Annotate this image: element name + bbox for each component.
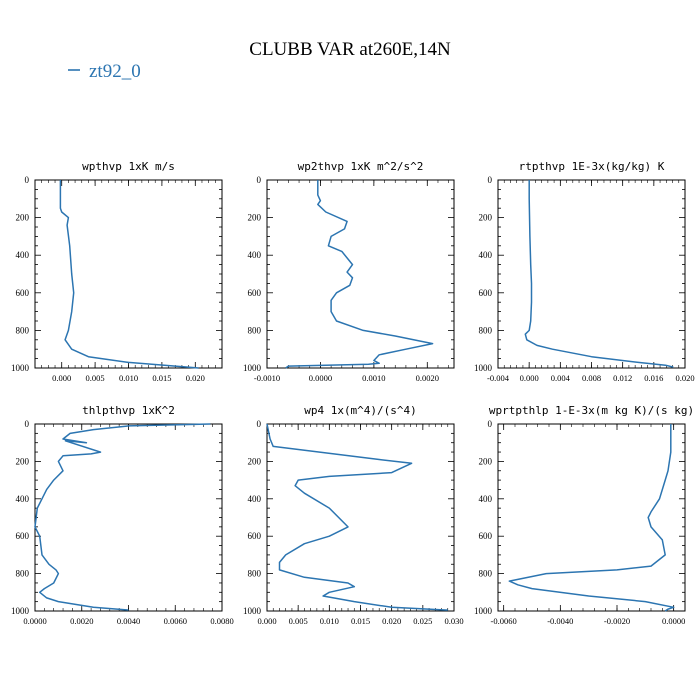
series-line <box>34 423 211 611</box>
y-tick-label: 1000 <box>474 363 493 373</box>
y-tick-label: 0 <box>488 419 493 429</box>
y-tick-label: 600 <box>16 531 30 541</box>
y-tick-label: 0 <box>25 419 30 429</box>
series-line <box>266 423 448 611</box>
figure-title: CLUBB VAR at260E,14N <box>249 39 451 60</box>
x-tick-label: 0.0020 <box>416 373 439 383</box>
x-tick-label: -0.004 <box>487 373 510 383</box>
y-tick-label: 600 <box>479 288 493 298</box>
legend-label: zt92_0 <box>89 61 141 82</box>
plot-frame <box>266 179 455 369</box>
x-tick-label: 0.012 <box>613 373 632 383</box>
x-tick-label: 0.025 <box>413 616 432 626</box>
panel-title: rtpthvp 1E-3x(kg/kg) K <box>519 160 665 173</box>
y-tick-label: 400 <box>16 494 30 504</box>
x-tick-label: 0.005 <box>289 616 308 626</box>
y-tick-label: 0 <box>488 175 493 185</box>
legend: zt92_0 <box>68 61 141 82</box>
x-tick-label: -0.0060 <box>491 616 517 626</box>
y-tick-label: 200 <box>16 456 30 466</box>
x-tick-label: 0.0060 <box>164 616 187 626</box>
plot-frame <box>266 423 455 612</box>
x-tick-label: 0.020 <box>675 373 694 383</box>
x-tick-label: 0.015 <box>152 373 171 383</box>
y-tick-label: 200 <box>479 213 493 223</box>
y-tick-label: 800 <box>479 569 493 579</box>
y-tick-label: 600 <box>248 288 262 298</box>
x-tick-label: 0.016 <box>644 373 663 383</box>
x-tick-label: 0.0000 <box>309 373 332 383</box>
y-tick-label: 600 <box>479 531 493 541</box>
chart-panel-1: wpthvp 1xK m/s 0 200 400 600 800 1000 0.000 0.00… <box>11 160 223 383</box>
x-tick-label: 0.020 <box>382 616 401 626</box>
series-line <box>508 424 675 612</box>
panel-title: wpthvp 1xK m/s <box>82 160 175 173</box>
y-tick-label: 800 <box>16 569 30 579</box>
y-tick-label: 800 <box>248 569 262 579</box>
panel-title: wprtpthlp 1-E-3x(m kg K)/(s kg) <box>489 404 694 417</box>
plot-frame <box>497 423 686 612</box>
plot-frame <box>34 423 223 612</box>
y-tick-label: 1000 <box>474 606 493 616</box>
x-tick-label: 0.0020 <box>70 616 93 626</box>
x-tick-label: 0.010 <box>320 616 339 626</box>
x-tick-label: -0.0020 <box>604 616 630 626</box>
y-tick-label: 1000 <box>243 363 262 373</box>
y-tick-label: 400 <box>248 494 262 504</box>
series-line <box>285 180 434 369</box>
chart-panel-6: wprtpthlp 1-E-3x(m kg K)/(s kg) 0 200 400 60… <box>474 404 694 626</box>
y-tick-label: 400 <box>248 250 262 260</box>
y-tick-label: 200 <box>248 456 262 466</box>
y-tick-label: 400 <box>479 494 493 504</box>
y-tick-label: 1000 <box>11 363 30 373</box>
x-tick-label: 0.015 <box>351 616 370 626</box>
y-tick-label: 800 <box>479 325 493 335</box>
y-tick-label: 1000 <box>243 606 262 616</box>
panel-title: wp2thvp 1xK m^2/s^2 <box>298 160 424 173</box>
x-tick-label: 0.0040 <box>117 616 140 626</box>
x-tick-label: 0.020 <box>186 373 205 383</box>
series-line <box>524 180 674 368</box>
x-tick-label: 0.004 <box>551 373 571 383</box>
x-tick-label: 0.000 <box>52 373 71 383</box>
y-tick-label: 1000 <box>11 606 30 616</box>
x-tick-label: 0.0000 <box>23 616 46 626</box>
x-tick-label: 0.000 <box>257 616 276 626</box>
series-line <box>59 180 199 369</box>
x-tick-label: -0.0010 <box>254 373 280 383</box>
y-tick-label: 400 <box>16 250 30 260</box>
panel-title: thlpthvp 1xK^2 <box>82 404 175 417</box>
y-tick-label: 200 <box>16 213 30 223</box>
plot-frame <box>34 179 223 369</box>
y-tick-label: 600 <box>16 288 30 298</box>
x-tick-label: 0.0000 <box>662 616 685 626</box>
x-tick-label: 0.008 <box>582 373 601 383</box>
y-tick-label: 0 <box>25 175 30 185</box>
x-tick-label: 0.0080 <box>210 616 233 626</box>
chart-panel-2: wp2thvp 1xK m^2/s^2 0 200 400 600 800 1000-0.0… <box>243 160 455 383</box>
y-tick-label: 800 <box>16 325 30 335</box>
x-tick-label: 0.005 <box>86 373 105 383</box>
x-tick-label: -0.0040 <box>547 616 573 626</box>
x-tick-label: 0.030 <box>444 616 463 626</box>
y-tick-label: 200 <box>248 213 262 223</box>
y-tick-label: 400 <box>479 250 493 260</box>
x-tick-label: 0.0010 <box>362 373 385 383</box>
y-tick-label: 800 <box>248 325 262 335</box>
panel-title: wp4 1x(m^4)/(s^4) <box>304 404 417 417</box>
y-tick-label: 0 <box>257 419 262 429</box>
x-tick-label: 0.000 <box>520 373 539 383</box>
chart-panel-3: rtpthvp 1E-3x(kg/kg) K 0 200 400 600 800 1000-… <box>474 160 695 383</box>
y-tick-label: 0 <box>257 175 262 185</box>
x-tick-label: 0.010 <box>119 373 138 383</box>
y-tick-label: 600 <box>248 531 262 541</box>
y-tick-label: 200 <box>479 456 493 466</box>
